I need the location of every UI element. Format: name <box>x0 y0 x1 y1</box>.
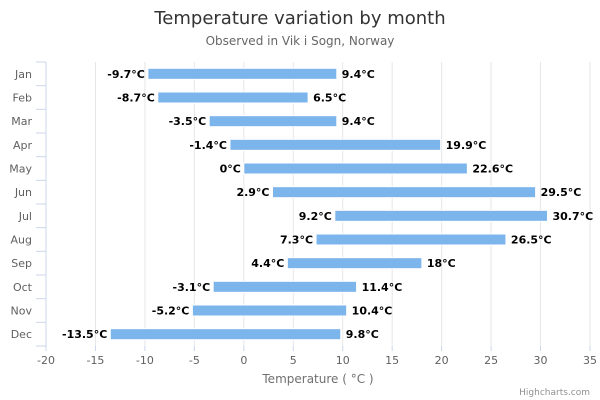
x-tick-label: 5 <box>290 354 297 367</box>
range-bar <box>147 67 338 80</box>
x-tick-label: 20 <box>435 354 449 367</box>
category-label: Aug <box>11 234 32 247</box>
data-label-high: 6.5°C <box>313 92 346 105</box>
range-bar <box>191 304 348 317</box>
range-bar <box>212 280 358 293</box>
data-label-high: 19.9°C <box>446 139 487 152</box>
category-label: Nov <box>11 305 33 318</box>
data-labels: -9.7°C 9.4°C -8.7°C 6.5°C -3.5°C 9.4°C -1.4°C 1… <box>62 68 593 341</box>
data-label-high: 10.4°C <box>352 305 393 318</box>
x-tick-label: 15 <box>385 354 399 367</box>
x-tick-label: -15 <box>86 354 104 367</box>
grid-lines <box>45 62 591 346</box>
category-label: Jun <box>14 186 32 199</box>
range-bar <box>109 328 342 341</box>
x-tick-label: -10 <box>136 354 154 367</box>
data-label-low: 7.3°C <box>280 234 313 247</box>
data-label-high: 11.4°C <box>362 281 403 294</box>
category-label: Oct <box>13 281 33 294</box>
x-tick-label: 30 <box>534 354 548 367</box>
data-label-high: 9.4°C <box>342 68 375 81</box>
data-label-low: -9.7°C <box>107 68 145 81</box>
category-label: Dec <box>11 328 32 341</box>
data-label-low: 4.4°C <box>251 257 284 270</box>
x-tick-label: 35 <box>583 354 597 367</box>
category-axis: Jan Feb Mar Apr May Jun Jul Aug Sep Oct Nov Dec <box>9 61 47 347</box>
data-label-high: 30.7°C <box>552 210 593 223</box>
category-label: May <box>9 163 32 176</box>
data-label-low: 2.9°C <box>236 186 269 199</box>
data-label-low: -1.4°C <box>189 139 227 152</box>
data-label-high: 9.4°C <box>342 115 375 128</box>
chart-subtitle: Observed in Vik i Sogn, Norway <box>206 34 395 48</box>
x-tick-label: -20 <box>37 354 55 367</box>
category-label: Apr <box>13 139 33 152</box>
data-label-high: 22.6°C <box>472 163 513 176</box>
x-tick-label: 25 <box>484 354 498 367</box>
range-bar <box>243 162 468 175</box>
category-label: Jul <box>18 210 32 223</box>
data-label-low: -8.7°C <box>117 92 155 105</box>
category-label: Feb <box>13 92 32 105</box>
range-bar <box>286 257 423 270</box>
data-label-low: -3.1°C <box>173 281 211 294</box>
x-axis-title: Temperature ( °C ) <box>261 372 373 386</box>
category-label: Mar <box>11 115 32 128</box>
data-label-high: 18°C <box>427 257 456 270</box>
range-bar <box>334 209 548 222</box>
data-label-low: -3.5°C <box>169 115 207 128</box>
range-bar <box>229 138 442 151</box>
credits-link[interactable]: Highcharts.com <box>519 388 590 398</box>
range-bar <box>157 91 309 104</box>
data-label-low: -13.5°C <box>62 328 107 341</box>
category-label: Jan <box>14 68 32 81</box>
x-tick-label: 10 <box>336 354 350 367</box>
range-bar <box>208 115 338 128</box>
range-bar <box>272 186 537 199</box>
range-bar <box>315 233 507 246</box>
bars <box>109 67 548 341</box>
value-axis: -20 -15 -10 -5 0 5 10 15 20 25 30 35 <box>37 346 597 367</box>
data-label-high: 9.8°C <box>346 328 379 341</box>
x-tick-label: -5 <box>189 354 200 367</box>
data-label-high: 29.5°C <box>541 186 582 199</box>
x-tick-label: 0 <box>240 354 247 367</box>
data-label-low: -5.2°C <box>152 305 190 318</box>
data-label-low: 9.2°C <box>299 210 332 223</box>
category-label: Sep <box>11 257 32 270</box>
data-label-low: 0°C <box>220 163 241 176</box>
data-label-high: 26.5°C <box>511 234 552 247</box>
chart-title: Temperature variation by month <box>153 8 445 29</box>
